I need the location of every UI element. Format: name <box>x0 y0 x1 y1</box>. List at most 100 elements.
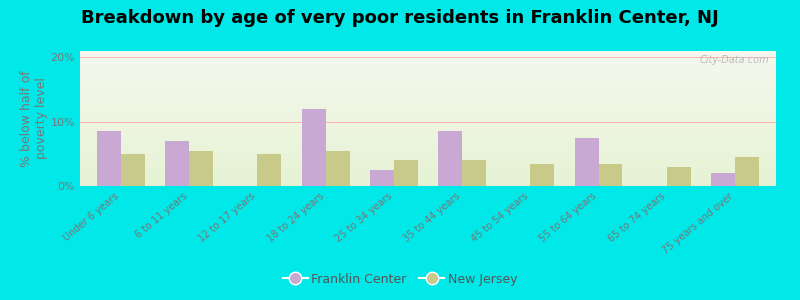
Bar <box>80 184 776 186</box>
Bar <box>80 122 776 124</box>
Bar <box>258 154 282 186</box>
Bar <box>80 148 776 150</box>
Bar <box>574 138 598 186</box>
Bar <box>80 160 776 162</box>
Bar <box>80 124 776 125</box>
Bar <box>80 85 776 86</box>
Bar <box>80 129 776 130</box>
Text: City-Data.com: City-Data.com <box>699 55 769 65</box>
Y-axis label: % below half of
poverty level: % below half of poverty level <box>20 70 48 167</box>
Bar <box>80 159 776 160</box>
Bar <box>80 154 776 155</box>
Bar <box>80 102 776 104</box>
Bar <box>80 100 776 101</box>
Bar <box>80 90 776 92</box>
Bar <box>80 143 776 144</box>
Bar <box>80 132 776 133</box>
Bar <box>80 67 776 68</box>
Bar <box>80 171 776 172</box>
Bar <box>80 51 776 52</box>
Bar <box>80 106 776 108</box>
Bar <box>80 108 776 109</box>
Bar <box>80 60 776 62</box>
Bar <box>80 174 776 175</box>
Bar <box>438 131 462 186</box>
Bar <box>80 178 776 179</box>
Bar <box>80 181 776 182</box>
Bar <box>80 73 776 74</box>
Text: Breakdown by age of very poor residents in Franklin Center, NJ: Breakdown by age of very poor residents … <box>81 9 719 27</box>
Bar <box>80 116 776 117</box>
Bar <box>80 152 776 154</box>
Bar <box>80 170 776 171</box>
Bar <box>80 82 776 83</box>
Bar <box>80 66 776 67</box>
Bar <box>80 105 776 106</box>
Bar <box>394 160 418 186</box>
Bar <box>302 109 326 186</box>
Bar <box>80 62 776 63</box>
Bar <box>80 70 776 71</box>
Bar <box>80 121 776 122</box>
Bar <box>80 117 776 118</box>
Bar <box>80 158 776 159</box>
Bar <box>80 64 776 66</box>
Bar <box>80 155 776 156</box>
Bar <box>80 112 776 113</box>
Bar <box>80 128 776 129</box>
Bar <box>80 167 776 168</box>
Bar <box>80 114 776 116</box>
Bar <box>80 74 776 75</box>
Legend: Franklin Center, New Jersey: Franklin Center, New Jersey <box>278 268 522 291</box>
Bar <box>80 133 776 135</box>
Bar <box>80 179 776 181</box>
Bar <box>80 93 776 94</box>
Bar <box>80 175 776 176</box>
Bar <box>667 167 690 186</box>
Bar <box>80 147 776 148</box>
Bar <box>121 154 145 186</box>
Bar <box>80 89 776 90</box>
Bar <box>80 172 776 174</box>
Bar <box>80 95 776 97</box>
Bar <box>735 157 759 186</box>
Bar <box>80 109 776 110</box>
Bar <box>80 86 776 87</box>
Bar <box>80 166 776 167</box>
Bar <box>80 113 776 114</box>
Bar <box>462 160 486 186</box>
Bar <box>80 75 776 76</box>
Bar <box>80 94 776 95</box>
Bar <box>80 71 776 73</box>
Bar <box>80 56 776 58</box>
Bar <box>80 101 776 102</box>
Bar <box>80 182 776 183</box>
Bar <box>80 68 776 70</box>
Bar <box>80 76 776 78</box>
Bar <box>80 136 776 137</box>
Bar <box>711 173 735 186</box>
Bar <box>80 63 776 64</box>
Bar <box>326 151 350 186</box>
Bar <box>530 164 554 186</box>
Bar <box>80 58 776 59</box>
Bar <box>80 59 776 60</box>
Bar <box>80 183 776 184</box>
Bar <box>80 125 776 127</box>
Bar <box>80 78 776 79</box>
Bar <box>80 118 776 120</box>
Bar <box>80 146 776 147</box>
Bar <box>80 81 776 82</box>
Bar <box>80 92 776 93</box>
Bar <box>80 98 776 100</box>
Bar <box>80 127 776 128</box>
Bar <box>80 156 776 158</box>
Bar <box>80 87 776 89</box>
Bar <box>80 149 776 151</box>
Bar <box>80 164 776 166</box>
Bar <box>80 55 776 56</box>
Bar <box>80 110 776 112</box>
Bar <box>80 97 776 98</box>
Bar <box>80 79 776 81</box>
Bar <box>80 139 776 140</box>
